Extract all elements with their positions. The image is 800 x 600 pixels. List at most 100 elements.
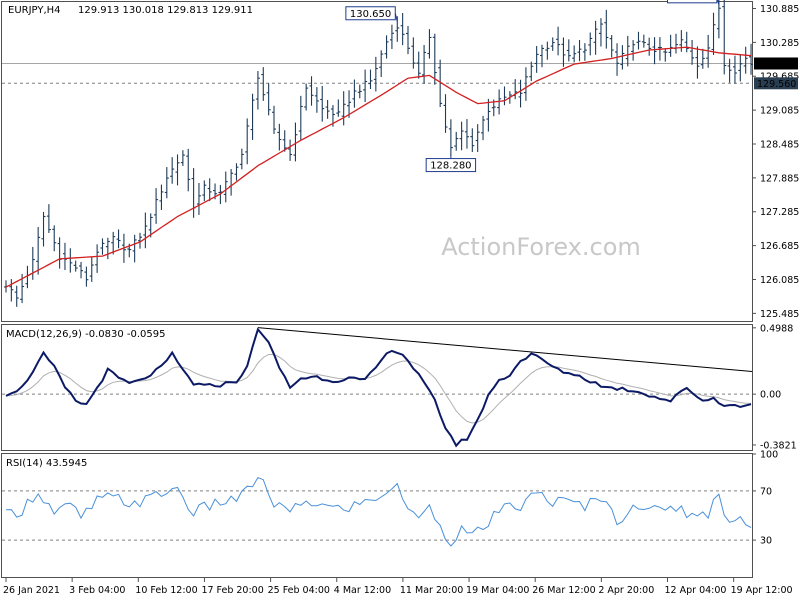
price-bar (84, 266, 89, 287)
price-bar (89, 256, 94, 282)
price-bar (304, 83, 309, 111)
macd-line (5, 327, 752, 448)
price-bar (432, 33, 437, 85)
y-axis-layer: 130.885 130.285 129.685 129.085 128.485 127.8… (752, 4, 799, 547)
price-bar (73, 260, 78, 272)
x-axis-tick-label: 19 Apr 12:00 (731, 585, 793, 596)
price-bar (116, 229, 121, 249)
price-bar (138, 232, 142, 249)
price-bar (159, 184, 164, 210)
price-tag-box (754, 57, 798, 70)
price-bar (732, 55, 737, 84)
price-bar (347, 90, 352, 118)
macd-y-tick-label: 0.00 (760, 390, 781, 401)
price-bar (293, 122, 298, 162)
price-bar (245, 118, 250, 165)
price-bar (588, 32, 593, 56)
price-bar (52, 225, 57, 252)
price-bar (540, 44, 544, 68)
price-bar (9, 279, 14, 302)
price-bar (609, 35, 614, 58)
x-axis-tick-label: 17 Feb 20:00 (201, 585, 263, 596)
rsi-line (5, 476, 752, 547)
x-axis-tick-label: 11 Mar 20:00 (400, 585, 463, 596)
price-bar (647, 37, 652, 56)
price-y-tick-label: 130.885 (760, 4, 799, 15)
price-bar (464, 119, 469, 149)
price-bar (577, 40, 582, 62)
macd-title: MACD(12,26,9) -0.0830 -0.0595 (6, 329, 166, 340)
price-bar (223, 171, 228, 203)
price-bar (454, 131, 459, 151)
price-panel-frame (1, 1, 753, 322)
price-bar (700, 48, 705, 69)
price-annotation: 130.950 (666, 0, 720, 5)
price-bar (272, 105, 276, 135)
annotation-leader (394, 13, 398, 22)
price-bar (727, 58, 732, 83)
price-y-tick-label: 129.685 (760, 72, 799, 83)
price-bar (250, 93, 255, 140)
price-bar (475, 124, 480, 152)
price-bar (690, 40, 695, 65)
price-bar (46, 204, 51, 233)
price-bar (309, 76, 314, 106)
price-bar (411, 37, 416, 69)
x-axis-tick-label: 10 Feb 12:00 (135, 585, 197, 596)
price-bar (722, 0, 727, 75)
price-bar (684, 31, 689, 53)
price-bar (79, 261, 84, 279)
price-bar (545, 41, 550, 60)
macd-panel-frame (1, 324, 753, 451)
price-bar (620, 45, 625, 70)
price-y-tick-label: 127.285 (760, 207, 799, 218)
price-bar (749, 43, 754, 75)
price-bar (416, 51, 421, 79)
price-bar (363, 69, 368, 103)
price-bar (738, 54, 743, 82)
price-bar (373, 56, 378, 92)
x-axis-tick-label: 4 Mar 12:00 (334, 585, 391, 596)
price-bar (111, 231, 116, 255)
price-bar (202, 180, 207, 202)
price-bar (518, 79, 523, 108)
rsi-y-tick-label: 100 (760, 450, 778, 461)
price-bar (320, 85, 325, 122)
price-bar (582, 43, 587, 61)
price-bar (636, 31, 641, 50)
chart-header-ohlc: 129.913 130.018 129.813 129.911 (78, 5, 253, 16)
price-bar (550, 37, 555, 51)
price-bar (148, 213, 153, 238)
annotation-label: 130.950 (672, 0, 713, 3)
price-bar (406, 26, 410, 55)
price-bar (352, 79, 357, 108)
price-bar (154, 188, 159, 224)
price-bar (529, 61, 534, 82)
price-bar (282, 130, 287, 152)
price-bar (604, 9, 609, 49)
price-bar (298, 95, 303, 141)
price-bar (593, 20, 598, 55)
price-bar (389, 24, 394, 50)
price-bar (652, 37, 657, 65)
price-bar (625, 35, 630, 67)
rsi-panel-frame (1, 453, 753, 578)
watermark: ActionForex.com (441, 233, 641, 261)
price-y-tick-label: 125.485 (760, 309, 799, 320)
macd-layer (2, 327, 753, 448)
price-bar (598, 18, 603, 47)
price-annotation: 130.650 (345, 6, 398, 22)
price-y-tick-label: 126.685 (760, 241, 799, 252)
annotation-label: 130.650 (350, 9, 391, 20)
price-bar (470, 128, 475, 153)
macd-y-tick-label: -0.3821 (760, 440, 797, 451)
price-bar (668, 34, 673, 57)
price-bar (523, 67, 528, 101)
price-bar (41, 211, 46, 247)
price-bar (175, 154, 180, 186)
price-bar (100, 238, 105, 255)
x-axis-tick-label: 2 Apr 20:00 (598, 585, 654, 596)
price-bar (288, 139, 293, 161)
price-y-tick-label: 128.485 (760, 139, 799, 150)
moving-average-line (5, 46, 752, 288)
